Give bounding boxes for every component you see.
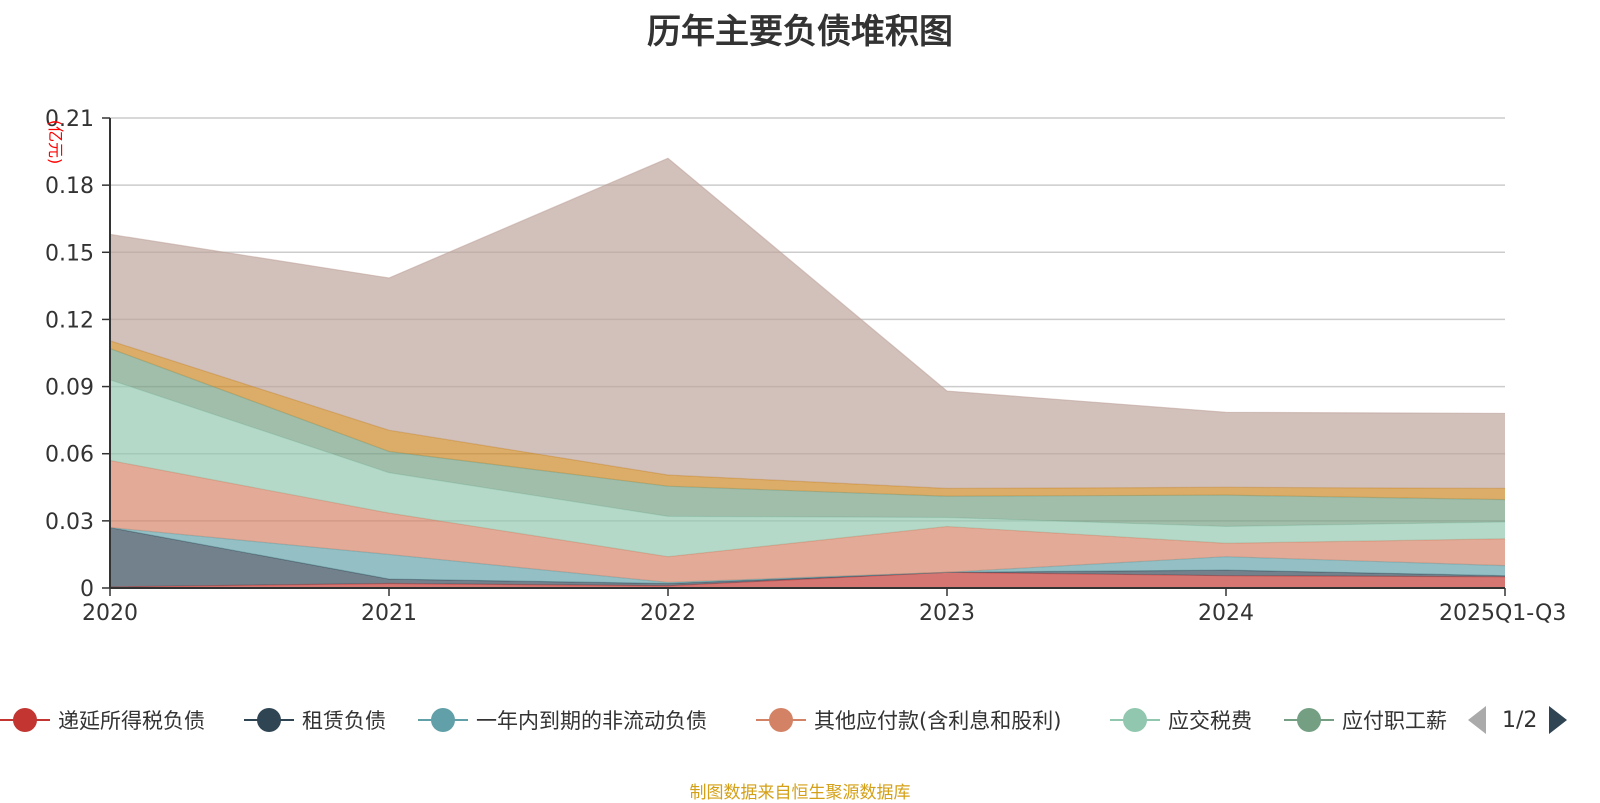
legend-marker-dot	[431, 708, 455, 732]
area-series-4	[110, 379, 1505, 557]
legend-item[interactable]: 一年内到期的非流动负债	[418, 700, 707, 740]
legend-item[interactable]: 应交税费	[1110, 700, 1252, 740]
y-tick-label: 0.03	[45, 510, 94, 535]
stacked-area-chart: 0 0.03 0.06 0.09 0.12 0.15 0.18 0.21 2020 2021 202…	[45, 107, 1566, 626]
x-tick-label: 2022	[640, 601, 696, 626]
x-tick-label: 2021	[361, 601, 417, 626]
area-series	[109, 157, 1506, 588]
x-tick-label: 2025Q1-Q3	[1439, 601, 1566, 626]
legend-label: 递延所得税负债	[58, 709, 205, 733]
legend-label: 应交税费	[1168, 709, 1252, 733]
legend-marker-icon	[244, 705, 294, 735]
y-tick-label: 0.06	[45, 443, 94, 468]
legend-item[interactable]: 其他应付款(含利息和股利)	[756, 700, 1061, 740]
legend-items: 递延所得税负债 租赁负债 一年内到期的非流动负债 其他应付款(含利息和股利) 应交税费 应…	[0, 700, 1455, 740]
legend-marker-dot	[257, 708, 281, 732]
y-tick-label: 0.15	[45, 241, 94, 266]
axes: 0 0.03 0.06 0.09 0.12 0.15 0.18 0.21 2020 2021 202…	[45, 107, 1566, 626]
legend-marker-dot	[1123, 708, 1147, 732]
legend-item[interactable]: 租赁负债	[244, 700, 386, 740]
chart-title: 历年主要负债堆积图	[647, 12, 953, 52]
legend-marker-icon	[756, 705, 806, 735]
area-series-1	[110, 527, 1505, 587]
y-tick-label: 0	[80, 577, 94, 602]
series-line-7	[109, 157, 1506, 415]
x-tick-label: 2020	[82, 601, 138, 626]
legend-label: 应付职工薪	[1342, 709, 1447, 733]
y-tick-label: 0.12	[45, 308, 94, 333]
y-axis-unit-label: (亿元)	[46, 120, 65, 165]
legend-item[interactable]: 应付职工薪	[1284, 700, 1447, 740]
area-series-6	[110, 340, 1505, 500]
legend-marker-icon	[1284, 705, 1334, 735]
area-series-2	[110, 527, 1505, 584]
area-series-7	[110, 158, 1505, 489]
legend-marker-dot	[1297, 708, 1321, 732]
legend-marker-dot	[769, 708, 793, 732]
x-tick-label: 2023	[919, 601, 975, 626]
legend-pager: 1/2	[1468, 700, 1568, 740]
legend-marker-icon	[418, 705, 468, 735]
legend-item[interactable]: 递延所得税负债	[0, 700, 205, 740]
legend-prev-page-icon[interactable]	[1468, 706, 1486, 734]
legend-label: 其他应付款(含利息和股利)	[814, 709, 1062, 733]
legend-marker-icon	[0, 705, 50, 735]
legend-marker-dot	[13, 708, 37, 732]
x-tick-label: 2024	[1198, 601, 1254, 626]
legend-marker-icon	[1110, 705, 1160, 735]
source-note: 制图数据来自恒生聚源数据库	[689, 783, 911, 803]
y-tick-label: 0.18	[45, 174, 94, 199]
legend-label: 租赁负债	[302, 709, 386, 733]
area-series-0	[110, 572, 1505, 588]
legend-label: 一年内到期的非流动负债	[476, 709, 707, 733]
legend: 递延所得税负债 租赁负债 一年内到期的非流动负债 其他应付款(含利息和股利) 应交税费 应…	[0, 700, 1600, 740]
legend-page-indicator: 1/2	[1502, 707, 1538, 733]
y-tick-label: 0.21	[45, 107, 94, 132]
area-series-5	[110, 348, 1505, 527]
y-tick-label: 0.09	[45, 376, 94, 401]
area-series-3	[110, 460, 1505, 583]
legend-next-page-icon[interactable]	[1549, 706, 1568, 734]
